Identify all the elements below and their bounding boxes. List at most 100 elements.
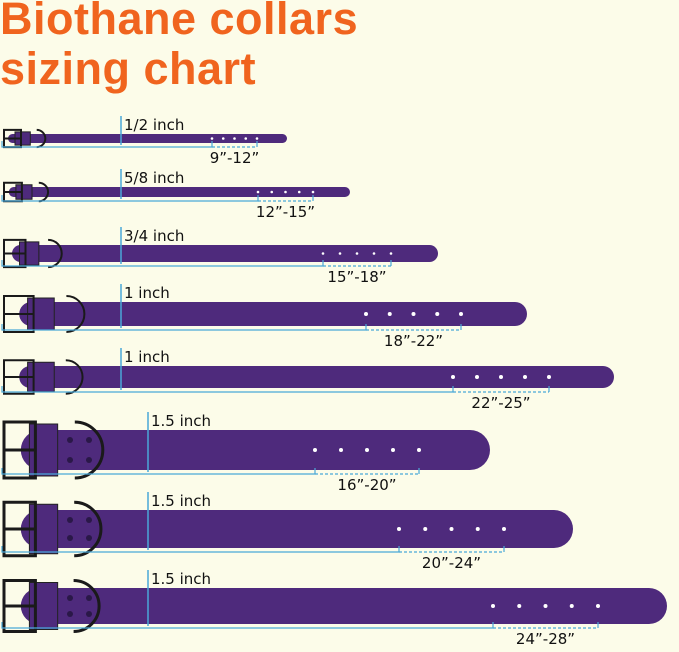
collar-size-label: 9”-12” [210,149,260,167]
collar-width-label: 1.5 inch [151,492,211,510]
collar-width-label: 3/4 inch [124,227,184,245]
hole [210,137,214,140]
collar-7: 1.5 inch 20”-24” [1,492,574,572]
hole [233,137,236,140]
hole [321,252,325,255]
hole [569,604,574,608]
hole [221,137,225,140]
hole [411,312,416,316]
collar-8: 1.5 inch 24”-28” [1,570,668,648]
hole [270,190,274,194]
rivet [67,595,73,601]
length-line [1,468,316,475]
collar-5: 1 inch 22”-25” [1,348,614,412]
collar-width-label: 1 inch [124,284,170,302]
collar-3: 3/4 inch 15”-18” [1,227,438,286]
hole [339,448,343,452]
d-ring-icon [74,420,105,480]
hole [311,190,315,194]
collar-6: 1.5 inch 16”-20” [1,412,491,494]
collar-width-label: 5/8 inch [124,169,184,187]
hole [417,448,421,452]
hole [397,527,401,531]
rivet [86,595,92,601]
rivet [86,457,92,463]
d-ring-icon [66,295,86,333]
hole [423,527,428,531]
hole [256,190,260,194]
hole [547,375,551,379]
hole [435,312,440,316]
hole [244,137,248,140]
length-line [1,386,454,393]
hole [255,137,259,140]
strap [20,430,491,470]
hole [475,375,479,379]
hole [372,252,376,255]
page-title: Biothane collars sizing chart [0,0,358,94]
rivet [86,517,92,523]
title-line-2: sizing chart [0,43,257,94]
hole [502,527,506,531]
rivet [67,457,73,463]
hole [543,604,548,608]
collar-size-label: 22”-25” [471,394,530,412]
rivet [86,535,92,541]
d-ring-icon [73,579,101,633]
hole [499,375,503,379]
collar-size-label: 12”-15” [256,203,315,221]
hole [355,252,359,255]
collar-size-label: 18”-22” [384,332,443,350]
rivet [86,611,92,617]
title-line-1: Biothane collars [0,0,359,44]
length-line [1,260,324,267]
hole [389,252,393,255]
strap [20,510,574,548]
collar-width-label: 1.5 inch [151,570,211,588]
d-ring-icon [74,500,103,558]
hole [365,448,369,452]
hole [451,375,455,379]
hole [391,448,395,452]
hole [596,604,600,608]
strap [19,366,614,388]
hole [517,604,522,608]
rivet [67,437,73,443]
hole [523,375,527,379]
hole [297,190,301,194]
hole [449,527,454,531]
hole [313,448,317,452]
strap [20,588,668,624]
hole [284,190,287,194]
collar-width-label: 1.5 inch [151,412,211,430]
collar-1: 1/2 inch 9”-12” [1,116,287,167]
hole [475,527,480,531]
collar-width-label: 1 inch [124,348,170,366]
collar-size-label: 20”-24” [422,554,481,572]
rivet [67,611,73,617]
length-line [1,195,259,202]
strap [8,187,351,197]
hole [338,252,342,255]
length-line [1,622,494,629]
hole [387,312,392,316]
strap [19,302,527,326]
strap [12,245,438,262]
collar-width-label: 1/2 inch [124,116,184,134]
hole [459,312,463,316]
collar-size-label: 24”-28” [516,630,575,648]
collar-size-label: 15”-18” [327,268,386,286]
length-line [1,324,367,331]
rivet [67,517,73,523]
strap [8,134,287,143]
hole [364,312,368,316]
rivet [67,535,73,541]
collar-2: 5/8 inch 12”-15” [1,169,351,221]
length-line [1,141,213,148]
collar-4: 1 inch 18”-22” [1,284,527,350]
length-line [1,546,400,553]
rivet [86,437,92,443]
hole [491,604,495,608]
collar-size-label: 16”-20” [337,476,396,494]
